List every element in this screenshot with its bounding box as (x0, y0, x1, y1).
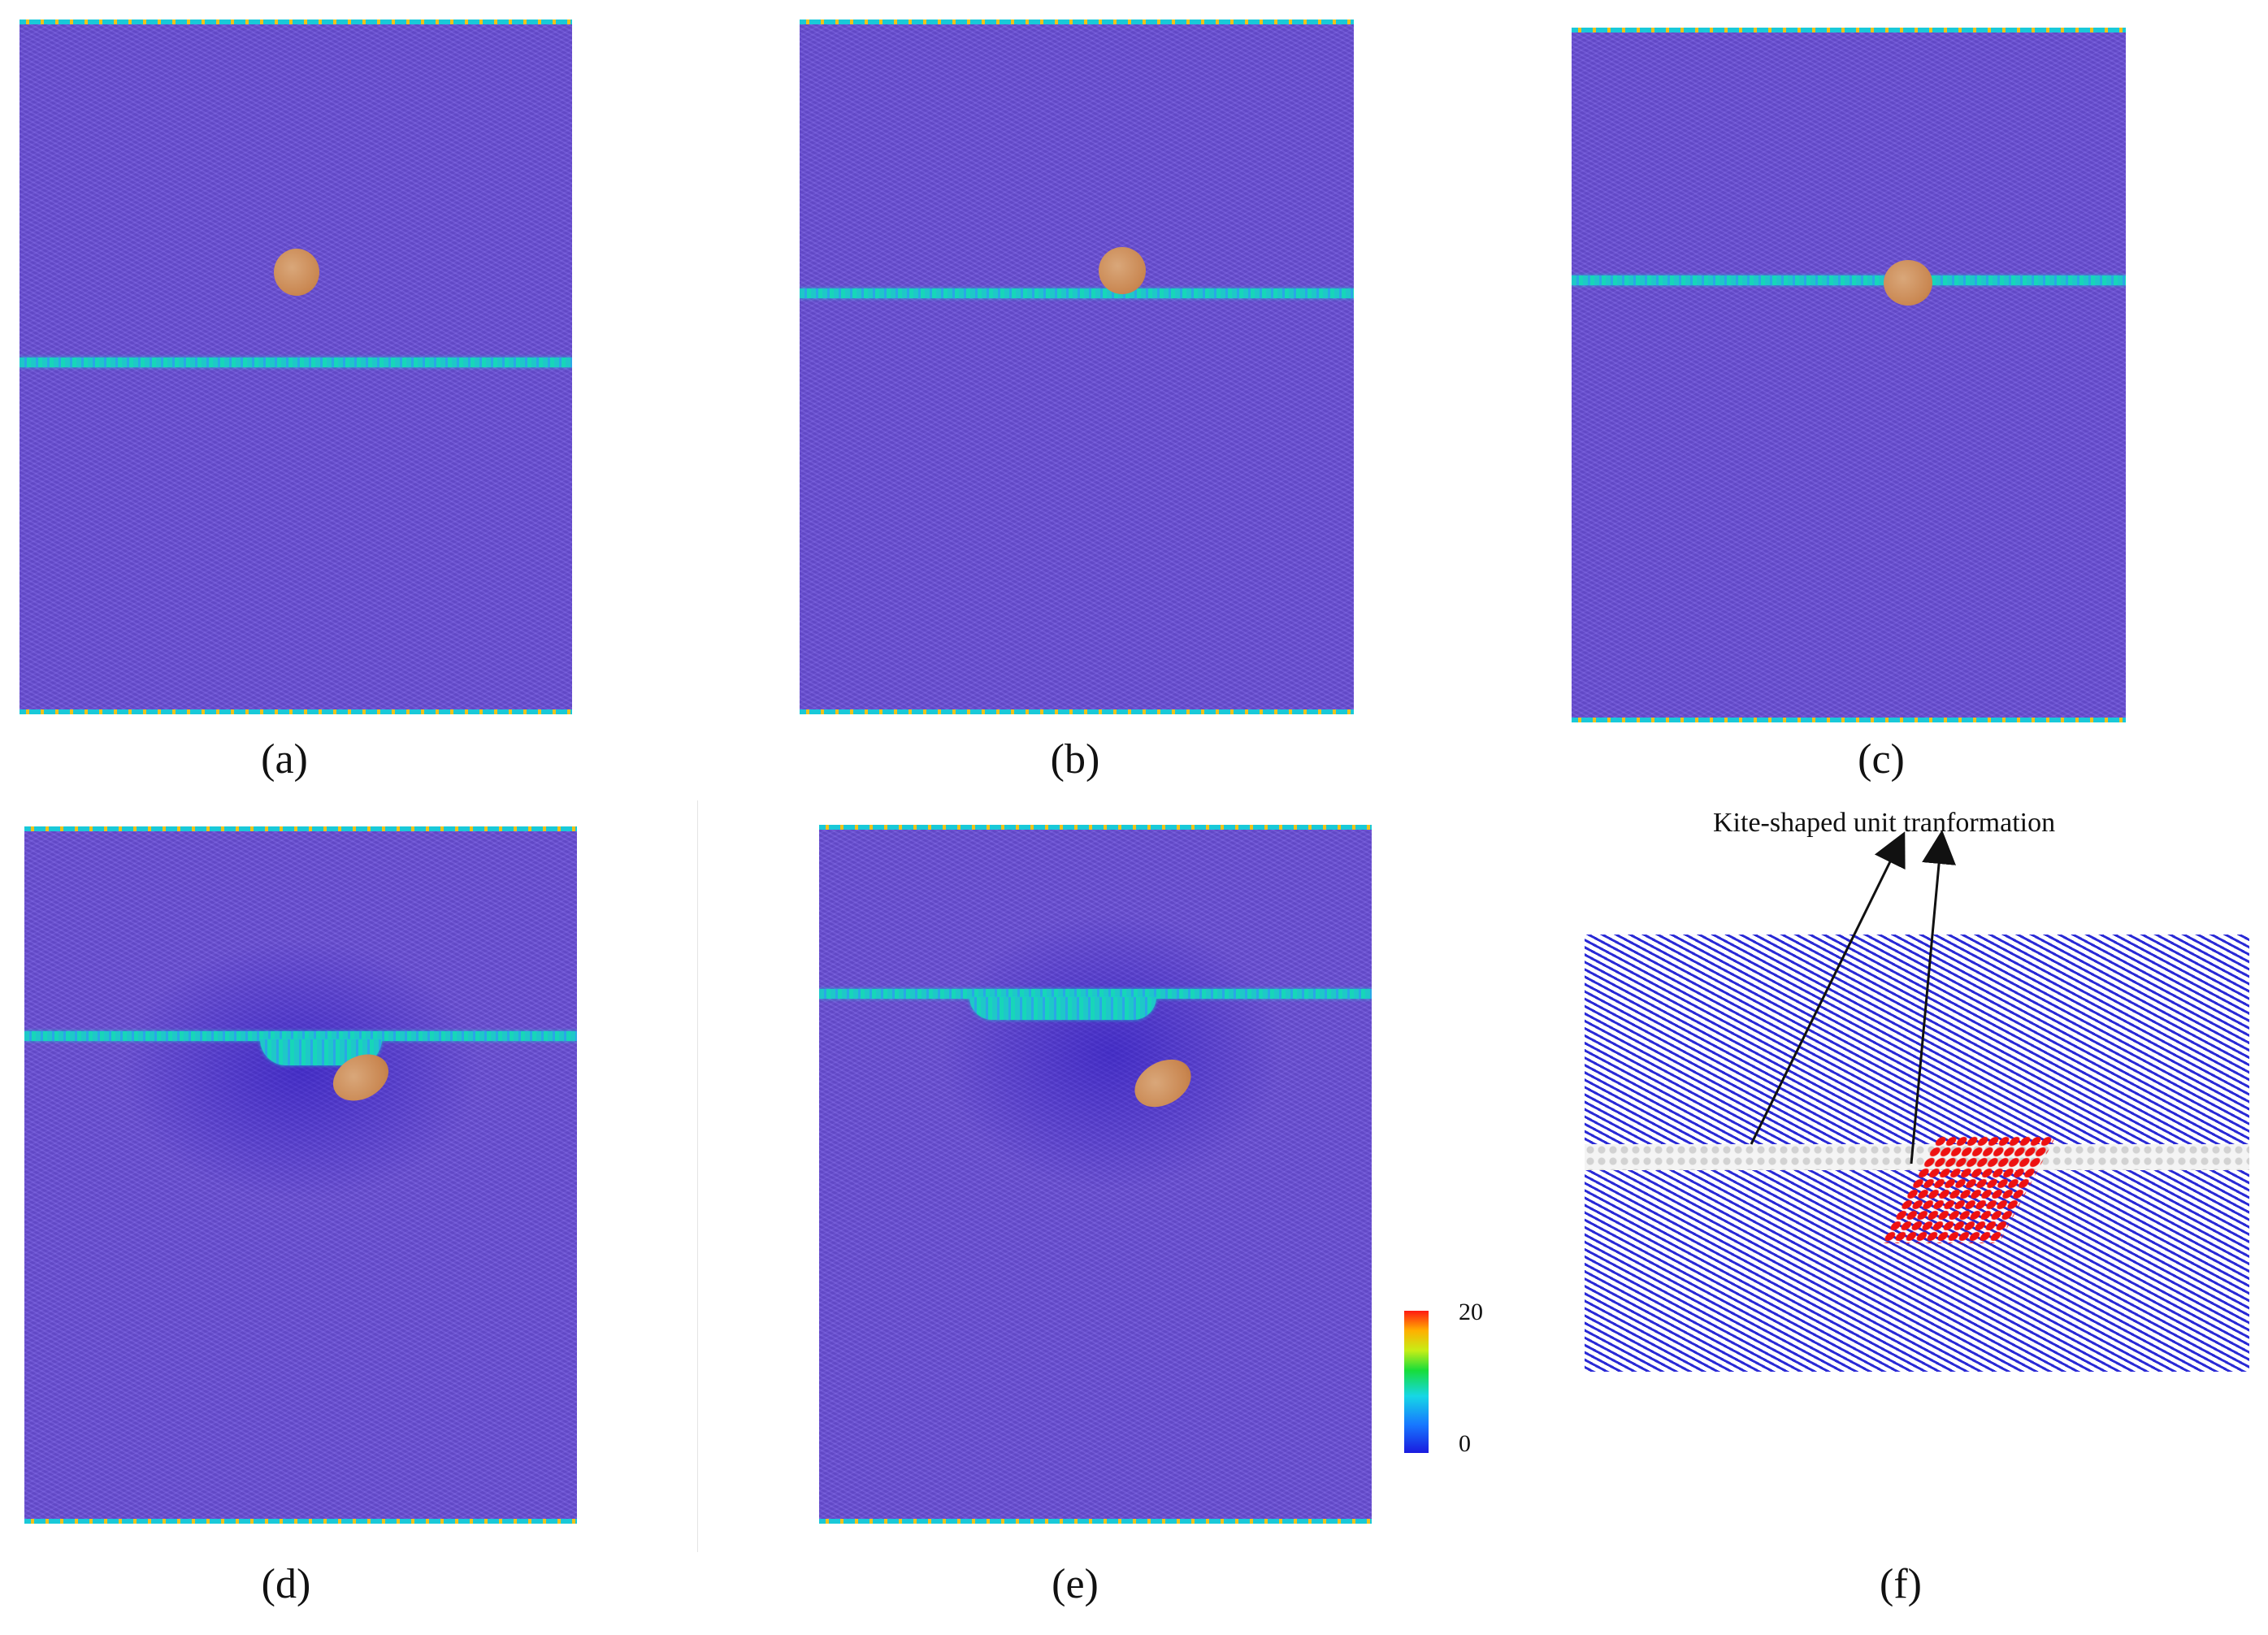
colorbar-min-label: 0 (1459, 1430, 1471, 1457)
panel-d-stress-region (122, 940, 479, 1200)
panel-d-grain-boundary (24, 1031, 577, 1041)
arrow-right (1910, 830, 1956, 1164)
panel-c-grain-boundary (1572, 275, 2126, 285)
panel-e-bottom-edge (819, 1519, 1372, 1524)
panel-b-simulation (800, 20, 1354, 714)
panel-d-simulation (24, 826, 577, 1524)
panel-f-label: (f) (1880, 1561, 1922, 1607)
panel-b-bottom-edge (800, 709, 1354, 714)
grain-boundary-atoms (1585, 1144, 2249, 1170)
panel-b-top-edge (800, 20, 1354, 24)
panel-c-bottom-edge (1572, 718, 2126, 722)
panel-e-boundary-bulge (969, 997, 1156, 1020)
panel-divider (697, 800, 698, 1552)
panel-b-label: (b) (1050, 736, 1100, 783)
colorbar-max-label: 20 (1459, 1299, 1483, 1325)
panel-e-grain-boundary (819, 989, 1372, 999)
panel-c-simulation (1572, 28, 2126, 722)
panel-e-stress-region (941, 914, 1282, 1190)
panel-d-label: (d) (261, 1561, 311, 1607)
panel-a-top-edge (20, 20, 572, 24)
panel-a-grain-boundary (20, 358, 572, 367)
panel-e-top-edge (819, 825, 1372, 830)
colorbar (1404, 1311, 1429, 1453)
arrow-left (1750, 831, 1906, 1145)
panel-a-simulation (20, 20, 572, 714)
panel-b-precipitate (1099, 247, 1146, 294)
panel-c-precipitate (1884, 260, 1932, 306)
panel-b-grain-boundary (800, 288, 1354, 298)
panel-e-simulation (819, 825, 1372, 1524)
panel-d-bottom-edge (24, 1519, 577, 1524)
panel-a-label: (a) (261, 736, 308, 783)
panel-a-bottom-edge (20, 709, 572, 714)
panel-e-label: (e) (1052, 1561, 1099, 1607)
panel-d-top-edge (24, 826, 577, 831)
panel-c-label: (c) (1858, 736, 1905, 783)
panel-a-precipitate (274, 249, 319, 296)
panel-c-top-edge (1572, 28, 2126, 33)
